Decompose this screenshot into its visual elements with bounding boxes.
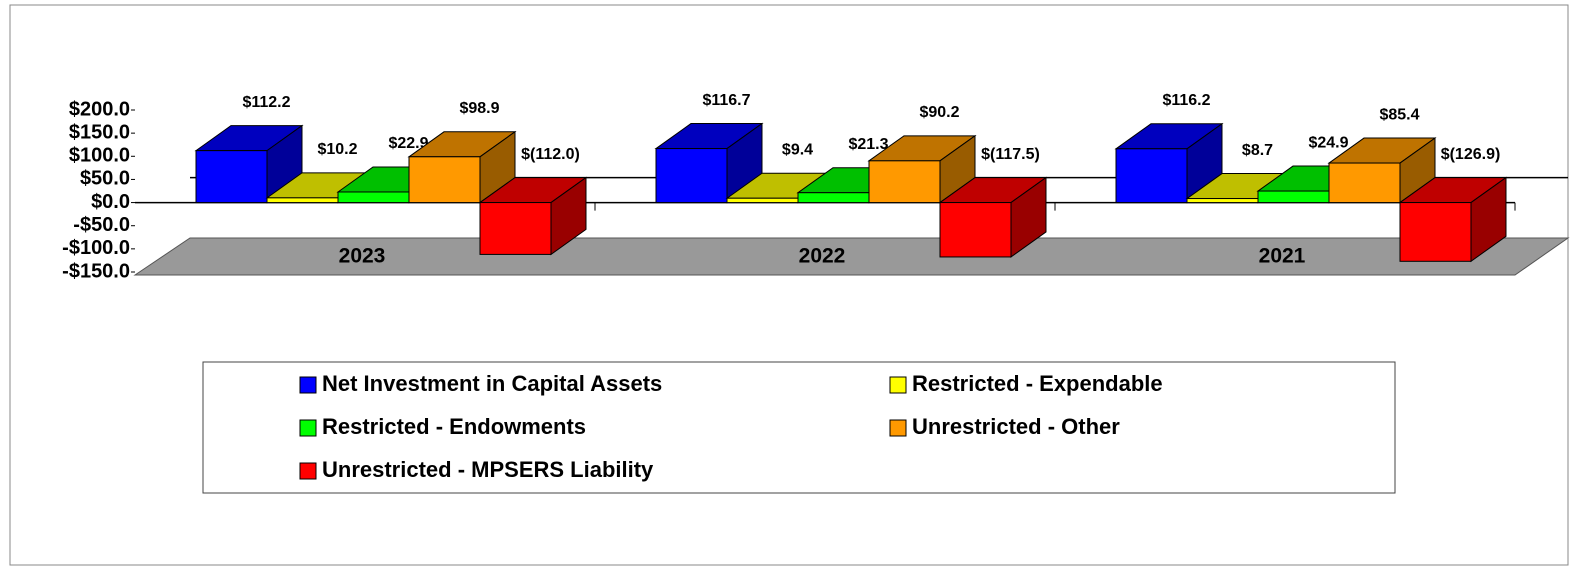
value-label: $98.9 bbox=[459, 100, 499, 117]
bar bbox=[1186, 198, 1259, 204]
bar bbox=[1399, 202, 1472, 262]
value-label: $(126.9) bbox=[1441, 146, 1501, 163]
value-label: $22.9 bbox=[388, 135, 428, 152]
bar bbox=[337, 191, 410, 204]
y-tick-label: $0.0 bbox=[91, 191, 130, 213]
y-tick-label: $150.0 bbox=[69, 121, 130, 143]
legend-swatch bbox=[299, 419, 317, 437]
x-tick-label: 2022 bbox=[799, 245, 846, 268]
bar bbox=[939, 202, 1012, 258]
bar bbox=[408, 156, 481, 204]
bar bbox=[726, 197, 799, 204]
value-label: $24.9 bbox=[1308, 134, 1348, 151]
legend-swatch bbox=[889, 419, 907, 437]
y-tick-label: $100.0 bbox=[69, 145, 130, 167]
x-tick-label: 2023 bbox=[339, 245, 386, 268]
value-label: $10.2 bbox=[317, 141, 357, 158]
bar bbox=[266, 197, 339, 204]
value-label: $9.4 bbox=[782, 141, 813, 158]
legend-swatch bbox=[889, 376, 907, 394]
value-label: $116.7 bbox=[702, 92, 750, 109]
value-label: $(117.5) bbox=[981, 146, 1040, 163]
y-tick-label: -$150.0 bbox=[62, 260, 130, 282]
bar bbox=[655, 148, 728, 204]
value-label: $85.4 bbox=[1379, 106, 1419, 123]
y-tick-label: $50.0 bbox=[80, 168, 130, 190]
legend-swatch bbox=[299, 462, 317, 480]
bar bbox=[1328, 162, 1401, 204]
y-tick-label: -$50.0 bbox=[73, 214, 130, 236]
y-tick-label: -$100.0 bbox=[62, 237, 130, 259]
legend-label: Restricted - Expendable bbox=[912, 371, 1163, 396]
legend-swatch bbox=[299, 376, 317, 394]
bar bbox=[868, 160, 941, 204]
bar bbox=[195, 150, 268, 204]
value-label: $8.7 bbox=[1242, 142, 1273, 159]
bar bbox=[1115, 148, 1188, 204]
value-label: $21.3 bbox=[848, 136, 888, 153]
x-tick-label: 2021 bbox=[1259, 245, 1306, 268]
value-label: $112.2 bbox=[242, 94, 290, 111]
legend-box bbox=[202, 361, 1396, 494]
value-label: $116.2 bbox=[1162, 92, 1210, 109]
legend-label: Unrestricted - Other bbox=[912, 414, 1120, 439]
legend-label: Net Investment in Capital Assets bbox=[322, 371, 662, 396]
bar bbox=[1257, 190, 1330, 204]
bar bbox=[479, 202, 552, 255]
y-tick-label: $200.0 bbox=[69, 98, 130, 120]
bar bbox=[797, 192, 870, 204]
value-label: $90.2 bbox=[919, 104, 959, 121]
legend-label: Unrestricted - MPSERS Liability bbox=[322, 457, 654, 482]
value-label: $(112.0) bbox=[521, 146, 580, 163]
legend-label: Restricted - Endowments bbox=[322, 414, 586, 439]
